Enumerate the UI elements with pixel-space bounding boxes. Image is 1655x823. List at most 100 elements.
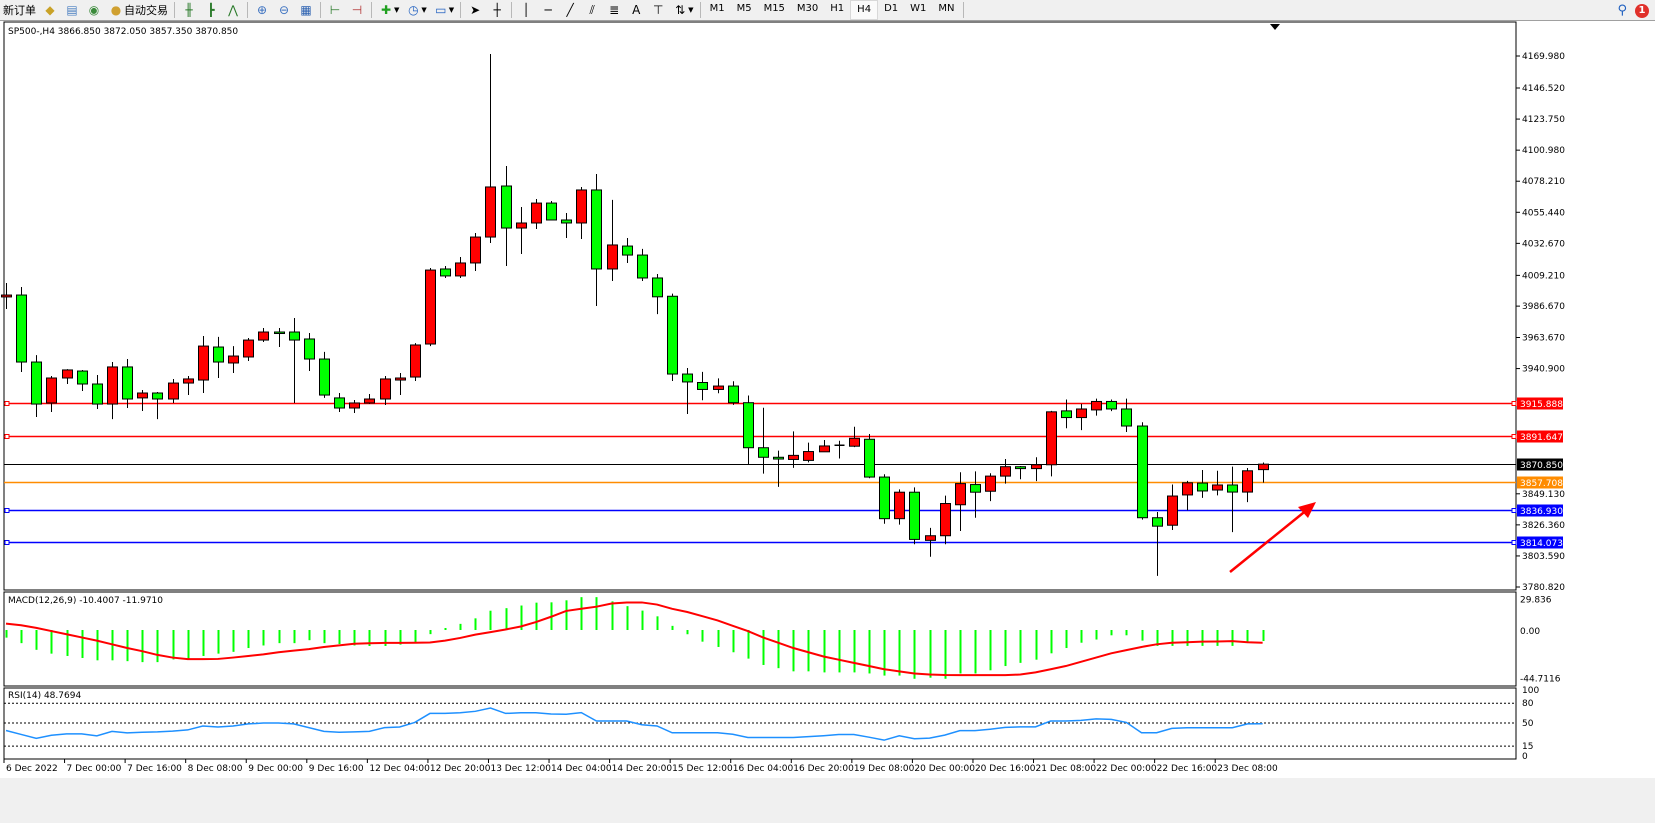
macd-panel-frame (3, 591, 1517, 687)
price-level-line[interactable]: 3915.888 (4, 397, 1563, 411)
candle-body (985, 475, 996, 492)
annotation-arrow[interactable] (1229, 502, 1316, 573)
cursor-icon: ➤ (470, 3, 481, 17)
search-icon[interactable]: ⚲ (1617, 2, 1627, 18)
level-handle[interactable] (4, 401, 10, 406)
chart-window[interactable]: 3915.888 3891.647 3870.850 3857.708 3836.930… (0, 0, 1655, 780)
timeframe-m5[interactable]: M5 (736, 3, 752, 14)
candle (607, 199, 618, 281)
tile-windows-button[interactable]: ▦ (295, 0, 317, 20)
horizontal-levels: 3915.888 3891.647 3870.850 3857.708 3836.930… (4, 397, 1563, 550)
time-axis-label: 19 Dec 08:00 (854, 764, 915, 774)
price-level-line[interactable]: 3814.073 (4, 536, 1563, 550)
cursor-button[interactable]: ➤ (464, 0, 486, 20)
candle (1258, 462, 1269, 483)
timeframe-mn[interactable]: MN (938, 3, 955, 14)
candle-body (894, 491, 905, 520)
candle (228, 346, 239, 373)
auto-trading-button[interactable]: ● 自动交易 (105, 0, 171, 20)
candle-body (289, 331, 300, 341)
candle (319, 351, 330, 398)
candle-body (879, 476, 890, 520)
candle-body (77, 370, 88, 385)
candle (31, 355, 42, 418)
time-axis-label: 9 Dec 00:00 (248, 764, 303, 774)
candle (697, 371, 708, 401)
rsi-title: RSI(14) 48.7694 (8, 691, 81, 701)
fibonacci-button[interactable]: ≣ (603, 0, 625, 20)
level-price-label: 3814.073 (1520, 539, 1563, 549)
periods-button[interactable]: ◷ ▼ (402, 0, 429, 20)
candle (622, 237, 633, 263)
vertical-line-button[interactable]: │ (515, 0, 537, 20)
line-chart-icon: ⋀ (228, 3, 238, 17)
gold-bars-button[interactable]: ◆ (39, 0, 61, 20)
macd-signal-line (5, 601, 1263, 677)
bar-chart-button[interactable]: ╫ (178, 0, 200, 20)
timeframe-w1[interactable]: W1 (910, 3, 927, 14)
arrows-button[interactable]: ⇅ ▼ (669, 0, 696, 20)
timeframe-d1[interactable]: D1 (884, 3, 899, 14)
candle-body (1091, 400, 1102, 411)
crosshair-button[interactable]: ┼ (486, 0, 508, 20)
templates-button[interactable]: ▭ ▼ (430, 0, 457, 20)
text-button[interactable]: A (625, 0, 647, 20)
candle-body (46, 377, 57, 404)
new-order-button[interactable]: 新订单 (0, 0, 39, 20)
level-price-label: 3891.647 (1520, 433, 1563, 443)
chart-shift-marker-icon[interactable] (1270, 24, 1280, 30)
level-handle[interactable] (1511, 434, 1517, 439)
candle-body (1061, 410, 1072, 419)
candle (516, 207, 527, 254)
timeframe-m1[interactable]: M1 (709, 3, 725, 14)
text-label-button[interactable]: ⊤ (647, 0, 669, 20)
candle-body (531, 202, 542, 224)
vertical-line-icon: │ (522, 3, 530, 17)
periods-icon: ◷ (408, 3, 419, 17)
candle (485, 54, 496, 244)
auto-trading-icon: ● (110, 3, 122, 17)
channel-button[interactable]: ⫽ (581, 0, 603, 20)
level-handle[interactable] (4, 540, 10, 545)
profile-button[interactable]: ▤ (61, 0, 83, 20)
candle-body (819, 445, 830, 453)
candle-chart-icon: ┣ (207, 3, 215, 17)
level-handle[interactable] (1511, 540, 1517, 545)
candle (637, 248, 648, 281)
timeframe-m30[interactable]: M30 (796, 3, 819, 14)
candle-body (1212, 484, 1223, 491)
zoom-out-button[interactable]: ⊖ (273, 0, 295, 20)
zoom-in-button[interactable]: ⊕ (251, 0, 273, 20)
candle-body (258, 331, 269, 341)
trendline-button[interactable]: ╱ (559, 0, 581, 20)
time-axis-label: 20 Dec 00:00 (914, 764, 975, 774)
candle-body (455, 262, 466, 277)
macd-axis-label: 29.836 (1520, 595, 1552, 605)
candle (546, 201, 557, 221)
candle (531, 198, 542, 229)
line-chart-button[interactable]: ⋀ (222, 0, 244, 20)
auto-scroll-button[interactable]: ⊣ (346, 0, 368, 20)
level-price-tag (1517, 458, 1563, 471)
candle-body (440, 268, 451, 277)
timeframe-h1[interactable]: H1 (830, 3, 845, 14)
level-handle[interactable] (1511, 401, 1517, 406)
price-level-line[interactable]: 3891.647 (4, 430, 1563, 444)
level-handle[interactable] (4, 434, 10, 439)
candle-chart-button[interactable]: ┣ (200, 0, 222, 20)
level-handle[interactable] (4, 508, 10, 513)
price-level-line[interactable]: 3836.930 (4, 504, 1563, 518)
candle (773, 450, 784, 487)
timeframe-h4[interactable]: H4 (850, 0, 879, 20)
signal-button[interactable]: ◉ (83, 0, 105, 20)
candle (667, 293, 678, 381)
timeframe-m15[interactable]: M15 (763, 3, 785, 14)
indicators-button[interactable]: ✚ ▼ (375, 0, 402, 20)
horizontal-line-button[interactable]: ─ (537, 0, 559, 20)
level-price-label: 3857.708 (1520, 479, 1563, 489)
templates-icon: ▭ (435, 3, 447, 17)
notifications-button[interactable]: 1 (1635, 3, 1649, 18)
level-handle[interactable] (1511, 508, 1517, 513)
chart-shift-button[interactable]: ⊢ (324, 0, 346, 20)
candle (758, 407, 769, 474)
